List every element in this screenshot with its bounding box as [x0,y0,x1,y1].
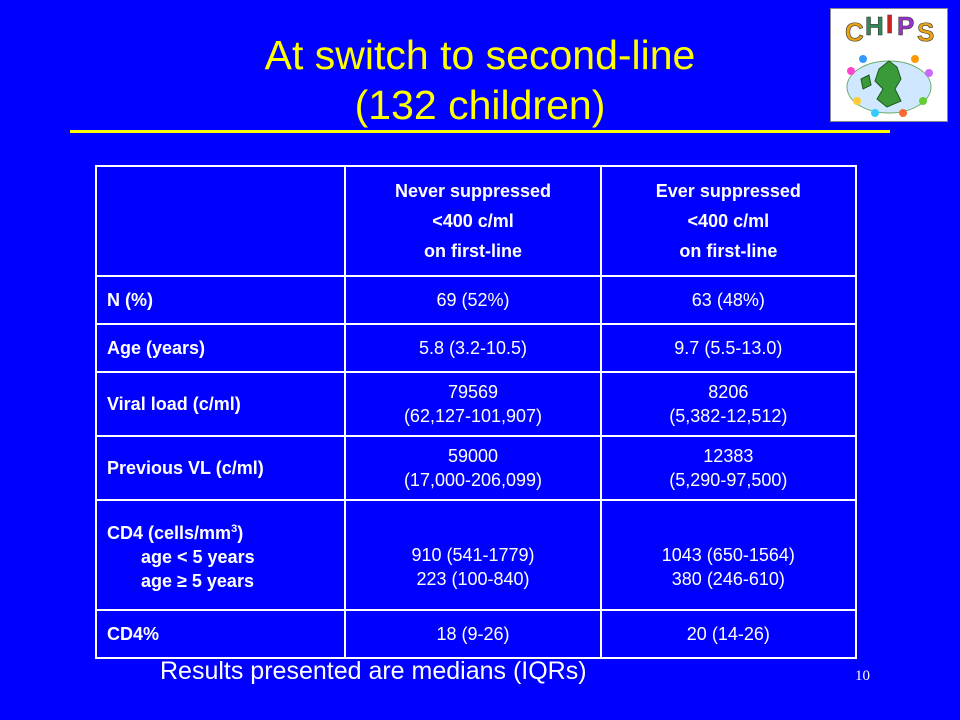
logo-letter-i: I [886,9,893,39]
row-label-viral-load: Viral load (c/ml) [94,371,347,437]
footnote: Results presented are medians (IQRs) [160,657,587,685]
title-line-1: At switch to second-line [264,32,696,78]
table-row: N (%) 69 (52%) 63 (48%) [94,275,858,325]
logo-letter-c: C [845,17,864,47]
cell-never-viral-load: 79569 (62,127-101,907) [344,371,602,437]
cell-ever-previous-vl: 12383 (5,290-97,500) [599,435,858,501]
cell-ever-age: 9.7 (5.5-13.0) [599,323,858,373]
results-table: Never suppressed <400 c/ml on first-line… [94,165,858,659]
cell-never-cd4-percent: 18 (9-26) [344,609,602,659]
cell-never-n: 69 (52%) [344,275,602,325]
logo-letter-p: P [897,11,914,41]
cell-never-previous-vl: 59000 (17,000-206,099) [344,435,602,501]
cell-ever-viral-load: 8206 (5,382-12,512) [599,371,858,437]
logo-children-ring [847,55,933,117]
cd4-subgroup-5-plus: age ≥ 5 years [141,571,254,591]
cell-ever-cd4-percent: 20 (14-26) [599,609,858,659]
table-header-row: Never suppressed <400 c/ml on first-line… [94,165,858,277]
row-label-previous-vl: Previous VL (c/ml) [94,435,347,501]
row-label-cd4: CD4 (cells/mm3) age < 5 years age ≥ 5 ye… [94,499,347,611]
chips-logo-graphic: C H I P S [845,9,935,117]
title-line-2: (132 children) [354,82,606,128]
header-empty-cell [94,165,347,277]
cell-never-cd4: 910 (541-1779) 223 (100-840) [344,499,602,611]
row-label-age: Age (years) [94,323,347,373]
table-row: Age (years) 5.8 (3.2-10.5) 9.7 (5.5-13.0… [94,323,858,373]
table-row: Viral load (c/ml) 79569 (62,127-101,907)… [94,371,858,437]
table-row: CD4 (cells/mm3) age < 5 years age ≥ 5 ye… [94,499,858,611]
chips-logo: C H I P S [830,8,948,122]
row-label-cd4-percent: CD4% [94,609,347,659]
logo-map-shape [874,60,902,108]
cell-ever-n: 63 (48%) [599,275,858,325]
row-label-n: N (%) [94,275,347,325]
cell-ever-cd4: 1043 (650-1564) 380 (246-610) [599,499,858,611]
header-ever-suppressed: Ever suppressed <400 c/ml on first-line [599,165,858,277]
logo-letter-h: H [865,11,884,41]
table-row: CD4% 18 (9-26) 20 (14-26) [94,609,858,659]
header-never-suppressed: Never suppressed <400 c/ml on first-line [344,165,602,277]
title-underline [70,130,890,133]
page-number: 10 [855,668,870,684]
table-row: Previous VL (c/ml) 59000 (17,000-206,099… [94,435,858,501]
cell-never-age: 5.8 (3.2-10.5) [344,323,602,373]
logo-map-island [860,74,872,90]
logo-letter-s: S [917,17,934,47]
slide-title: At switch to second-line (132 children) [70,30,890,130]
cd4-subgroup-under-5: age < 5 years [141,547,255,567]
